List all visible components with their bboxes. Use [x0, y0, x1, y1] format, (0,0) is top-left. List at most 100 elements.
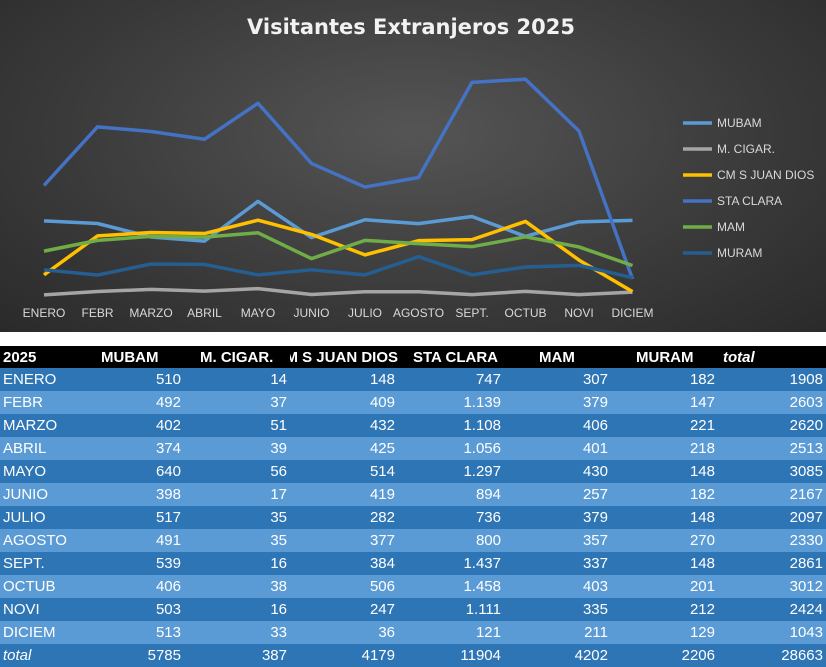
table-cell: 430 [582, 463, 608, 480]
table-cell: total [3, 647, 32, 664]
table-cell: 491 [155, 532, 181, 549]
table-cell: 406 [582, 417, 608, 434]
x-tick-label: SEPT. [455, 306, 488, 320]
table-cell: 56 [270, 463, 287, 480]
chart-svg: Visitantes Extranjeros 2025 ENERO FEBR MAR… [23, 15, 815, 320]
table-cell: 403 [582, 578, 608, 595]
series-line-cm-s-juan-dios [42, 218, 634, 294]
table-row: MARZO 402 51 432 1.108 406 221 2620 [0, 414, 826, 437]
table-row: ABRIL 374 39 425 1.056 401 218 2513 [0, 437, 826, 460]
table-cell: DICIEM [3, 624, 56, 641]
table-cell: NOVI [3, 601, 40, 618]
table-cell: 2167 [789, 486, 823, 503]
table-row: DICIEM 513 33 36 121 211 129 1043 [0, 621, 826, 644]
x-tick-label: MARZO [129, 306, 172, 320]
table-cell: 33 [270, 624, 287, 641]
table-cell: 38 [270, 578, 287, 595]
x-tick-label: NOVI [564, 306, 593, 320]
table-cell: 506 [369, 578, 395, 595]
table-cell: 36 [378, 624, 395, 641]
table-cell: 211 [584, 624, 608, 641]
table-cell: JULIO [3, 509, 46, 526]
table-cell: 800 [475, 532, 501, 549]
table-cell: 374 [155, 440, 181, 457]
table-cell: 3012 [789, 578, 823, 595]
column-header: 2025 [3, 349, 37, 366]
table-cell: 218 [689, 440, 715, 457]
table-cell: 270 [689, 532, 715, 549]
table-cell: 4179 [361, 647, 395, 664]
table-cell: 148 [369, 371, 395, 388]
table-cell: 35 [270, 532, 287, 549]
table-cell: 894 [475, 486, 501, 503]
table-cell: 148 [689, 463, 715, 480]
table-cell: 2861 [789, 555, 823, 572]
table-cell: 425 [369, 440, 395, 457]
table-cell: 402 [155, 417, 181, 434]
table-cell: 387 [261, 647, 287, 664]
table-cell: 513 [155, 624, 181, 641]
table-cell: 282 [369, 509, 395, 526]
data-table: 2025 MUBAM M. CIGAR. CM S JUAN DIOS STA CLAR… [0, 346, 826, 667]
table-cell: 1.056 [463, 440, 501, 457]
table-cell: 39 [270, 440, 287, 457]
table-cell: 147 [689, 394, 715, 411]
x-tick-label: OCTUB [505, 306, 547, 320]
table-cell: MAYO [3, 463, 47, 480]
legend-label: MURAM [717, 246, 762, 260]
table-cell: 377 [369, 532, 395, 549]
legend-label: STA CLARA [717, 194, 782, 208]
table-cell: 121 [475, 624, 501, 641]
table-cell: 17 [270, 486, 287, 503]
table-cell: 257 [582, 486, 608, 503]
table-cell: MARZO [3, 417, 58, 434]
table-cell: 492 [155, 394, 181, 411]
table-cell: 736 [475, 509, 501, 526]
table-cell: 539 [155, 555, 181, 572]
series-line-sta-clara [42, 77, 635, 280]
table-cell: 11904 [460, 647, 501, 664]
x-tick-label: ENERO [23, 306, 66, 320]
table-cell: 1.139 [463, 394, 501, 411]
legend-label: M. CIGAR. [717, 142, 775, 156]
table-row: FEBR 492 37 409 1.139 379 147 2603 [0, 391, 826, 414]
table-row: OCTUB 406 38 506 1.458 403 201 3012 [0, 575, 826, 598]
table-cell: 510 [155, 371, 181, 388]
table-cell: 221 [689, 417, 715, 434]
table-cell: 1.111 [465, 601, 501, 618]
table-cell: FEBR [3, 394, 44, 411]
table-cell: 4202 [574, 647, 608, 664]
legend-label: MUBAM [717, 116, 762, 130]
table-cell: 379 [582, 509, 608, 526]
table-cell: 419 [369, 486, 395, 503]
table-cell: ABRIL [3, 440, 47, 457]
table-cell: 2330 [789, 532, 823, 549]
table-cell: 384 [369, 555, 395, 572]
table-cell: 1.437 [463, 555, 501, 572]
table-cell: 16 [270, 555, 287, 572]
legend-label: MAM [717, 220, 745, 234]
table-cell: 379 [582, 394, 608, 411]
x-tick-label: ABRIL [187, 306, 222, 320]
table-cell: 201 [689, 578, 715, 595]
table-cell: 401 [582, 440, 608, 457]
table-cell: 35 [270, 509, 287, 526]
table-row: MAYO 640 56 514 1.297 430 148 3085 [0, 460, 826, 483]
table-cell: 2424 [789, 601, 823, 618]
table-cell: 2603 [789, 394, 823, 411]
table-cell: AGOSTO [3, 532, 67, 549]
table-cell: 406 [155, 578, 181, 595]
table-cell: 5785 [147, 647, 181, 664]
total-row: total 5785 387 4179 11904 4202 2206 28663 [0, 644, 826, 667]
table-cell: 2620 [789, 417, 823, 434]
x-tick-label: JUNIO [294, 306, 330, 320]
column-header: MUBAM [101, 349, 159, 366]
table-row: AGOSTO 491 35 377 800 357 270 2330 [0, 529, 826, 552]
chart-title: Visitantes Extranjeros 2025 [247, 15, 575, 39]
table-cell: 307 [582, 371, 608, 388]
table-row: ENERO 510 14 148 747 307 182 1908 [0, 368, 826, 391]
table-cell: 514 [369, 463, 395, 480]
x-tick-label: JULIO [348, 306, 382, 320]
x-tick-label: MAYO [241, 306, 275, 320]
column-header: CM S JUAN DIOS [290, 349, 398, 366]
